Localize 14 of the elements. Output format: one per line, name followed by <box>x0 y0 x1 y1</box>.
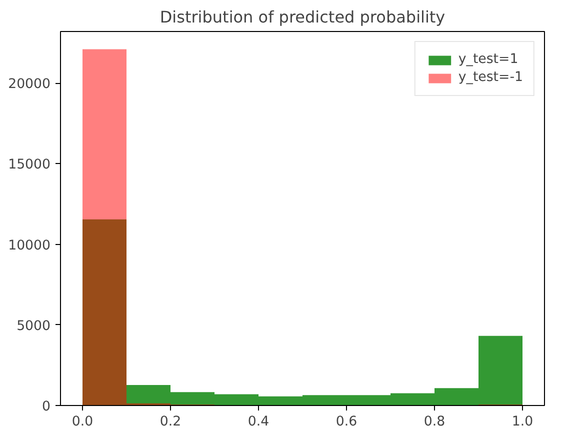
y-tick-label: 10000 <box>8 238 51 254</box>
y-tick-label: 5000 <box>16 318 51 334</box>
y-tick-label: 0 <box>42 400 51 414</box>
x-tick-label: 0.8 <box>424 414 446 430</box>
x-tick-label: 1.0 <box>512 414 534 430</box>
x-tick-label: 0.6 <box>336 414 358 430</box>
x-tick-label: 0.2 <box>160 414 182 430</box>
legend-label: y_test=-1 <box>458 70 523 85</box>
y-tick-label: 20000 <box>8 77 51 92</box>
x-tick-label: 0.0 <box>72 414 94 430</box>
legend-label: y_test=1 <box>458 52 518 67</box>
x-tick-label: 0.4 <box>248 414 270 430</box>
y-tick-label: 15000 <box>8 158 51 173</box>
chart-title: Distribution of predicted probability <box>160 8 446 26</box>
